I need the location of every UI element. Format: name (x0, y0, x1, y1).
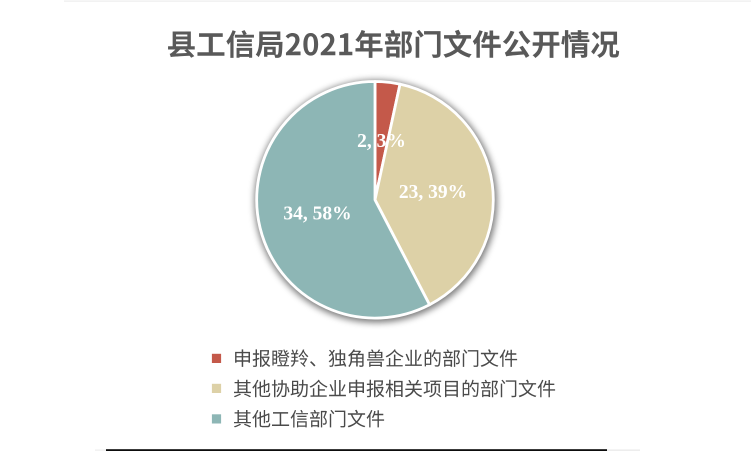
svg-text:34, 58%: 34, 58% (283, 204, 351, 225)
svg-text:2, 3%: 2, 3% (357, 131, 406, 152)
svg-text:23, 39%: 23, 39% (399, 182, 467, 203)
